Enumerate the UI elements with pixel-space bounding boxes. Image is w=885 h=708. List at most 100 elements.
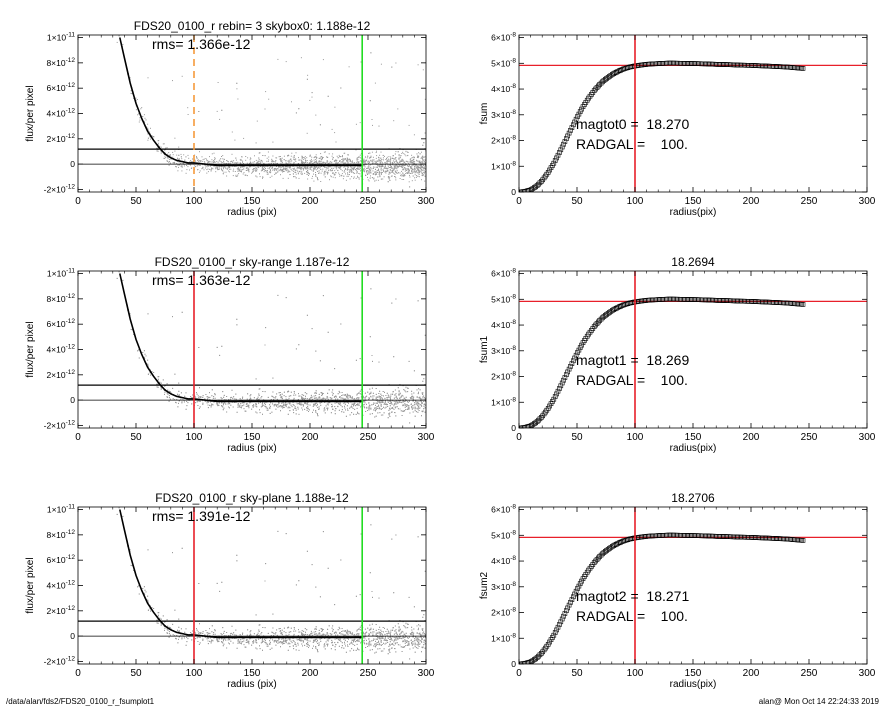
scatter-point xyxy=(404,165,405,166)
scatter-point xyxy=(337,398,339,400)
scatter-point xyxy=(381,159,383,160)
scatter-point xyxy=(249,395,251,397)
scatter-point xyxy=(410,161,411,163)
scatter-point xyxy=(285,406,287,408)
scatter-point xyxy=(351,161,353,163)
scatter-point xyxy=(377,164,379,166)
scatter-point xyxy=(375,396,377,398)
scatter-point xyxy=(402,151,404,153)
curve-point xyxy=(726,62,732,68)
scatter-point xyxy=(262,404,264,406)
scatter-point xyxy=(364,392,366,394)
scatter-point xyxy=(345,409,346,411)
scatter-point xyxy=(404,168,406,170)
scatter-point xyxy=(315,395,317,397)
scatter-point xyxy=(399,156,401,158)
x-tick-label: 50 xyxy=(571,196,583,207)
scatter-point xyxy=(248,168,250,170)
scatter-point xyxy=(305,402,307,404)
scatter-point xyxy=(398,391,400,393)
scatter-point xyxy=(189,161,191,163)
scatter-point xyxy=(283,155,285,157)
scatter-point xyxy=(168,152,170,154)
scatter-point xyxy=(335,160,337,162)
scatter-point xyxy=(402,410,404,412)
scatter-point xyxy=(276,405,277,407)
scatter-point xyxy=(404,403,406,405)
scatter-point xyxy=(302,398,304,400)
curve-point xyxy=(576,111,582,117)
scatter-point xyxy=(398,166,400,167)
scatter-point xyxy=(359,154,361,156)
scatter-point xyxy=(338,154,340,156)
curve-point xyxy=(764,63,770,69)
scatter-point xyxy=(357,412,359,414)
scatter-point xyxy=(408,360,410,362)
scatter-point xyxy=(363,165,365,167)
scatter-point xyxy=(349,178,351,180)
scatter-point xyxy=(315,175,317,177)
scatter-point xyxy=(399,393,401,395)
scatter-point xyxy=(323,166,325,167)
scatter-point xyxy=(239,162,241,164)
scatter-point xyxy=(236,324,238,326)
scatter-point xyxy=(334,160,336,162)
scatter-point xyxy=(297,173,299,175)
scatter-point xyxy=(230,160,232,162)
scatter-point xyxy=(247,157,249,159)
scatter-point xyxy=(273,399,275,400)
scatter-point xyxy=(261,167,263,169)
scatter-point xyxy=(207,165,209,167)
scatter-point xyxy=(422,175,424,177)
scatter-point xyxy=(390,157,392,159)
scatter-point xyxy=(315,390,317,392)
scatter-point xyxy=(302,409,303,411)
scatter-point xyxy=(246,175,248,177)
scatter-point xyxy=(312,175,313,177)
scatter-point xyxy=(241,166,243,168)
scatter-point xyxy=(259,401,261,403)
scatter-point xyxy=(343,175,345,177)
scatter-point xyxy=(418,161,420,163)
scatter-point xyxy=(245,167,247,169)
scatter-point xyxy=(388,414,390,416)
scatter-point xyxy=(356,171,358,173)
curve-point xyxy=(563,136,569,141)
scatter-point xyxy=(221,169,223,170)
scatter-point xyxy=(353,177,355,179)
scatter-point xyxy=(180,162,182,164)
scatter-point xyxy=(160,386,162,388)
scatter-point xyxy=(316,160,317,162)
scatter-point xyxy=(390,402,392,404)
scatter-point xyxy=(133,98,135,99)
scatter-point xyxy=(388,156,390,158)
scatter-point xyxy=(303,398,305,400)
scatter-point xyxy=(256,120,258,122)
x-tick-label: 0 xyxy=(516,196,522,207)
scatter-point xyxy=(391,165,392,167)
scatter-point xyxy=(397,151,399,153)
scatter-point xyxy=(358,157,360,158)
scatter-point xyxy=(422,169,423,171)
scatter-point xyxy=(281,157,283,159)
scatter-point xyxy=(384,155,385,157)
scatter-point xyxy=(256,168,258,170)
scatter-point xyxy=(394,153,396,155)
scatter-point xyxy=(341,392,343,393)
scatter-point xyxy=(214,159,216,161)
scatter-point xyxy=(401,170,402,172)
scatter-point xyxy=(178,154,180,156)
scatter-point xyxy=(304,167,306,169)
scatter-point xyxy=(159,381,161,383)
scatter-point xyxy=(307,168,309,170)
scatter-point xyxy=(383,406,384,408)
scatter-point xyxy=(298,413,300,415)
scatter-point xyxy=(156,150,158,152)
scatter-point xyxy=(388,178,390,180)
scatter-point xyxy=(279,158,281,160)
scatter-point xyxy=(289,171,291,173)
scatter-point xyxy=(213,165,215,167)
scatter-point xyxy=(353,413,355,415)
scatter-point xyxy=(379,171,381,173)
scatter-point xyxy=(299,159,301,161)
